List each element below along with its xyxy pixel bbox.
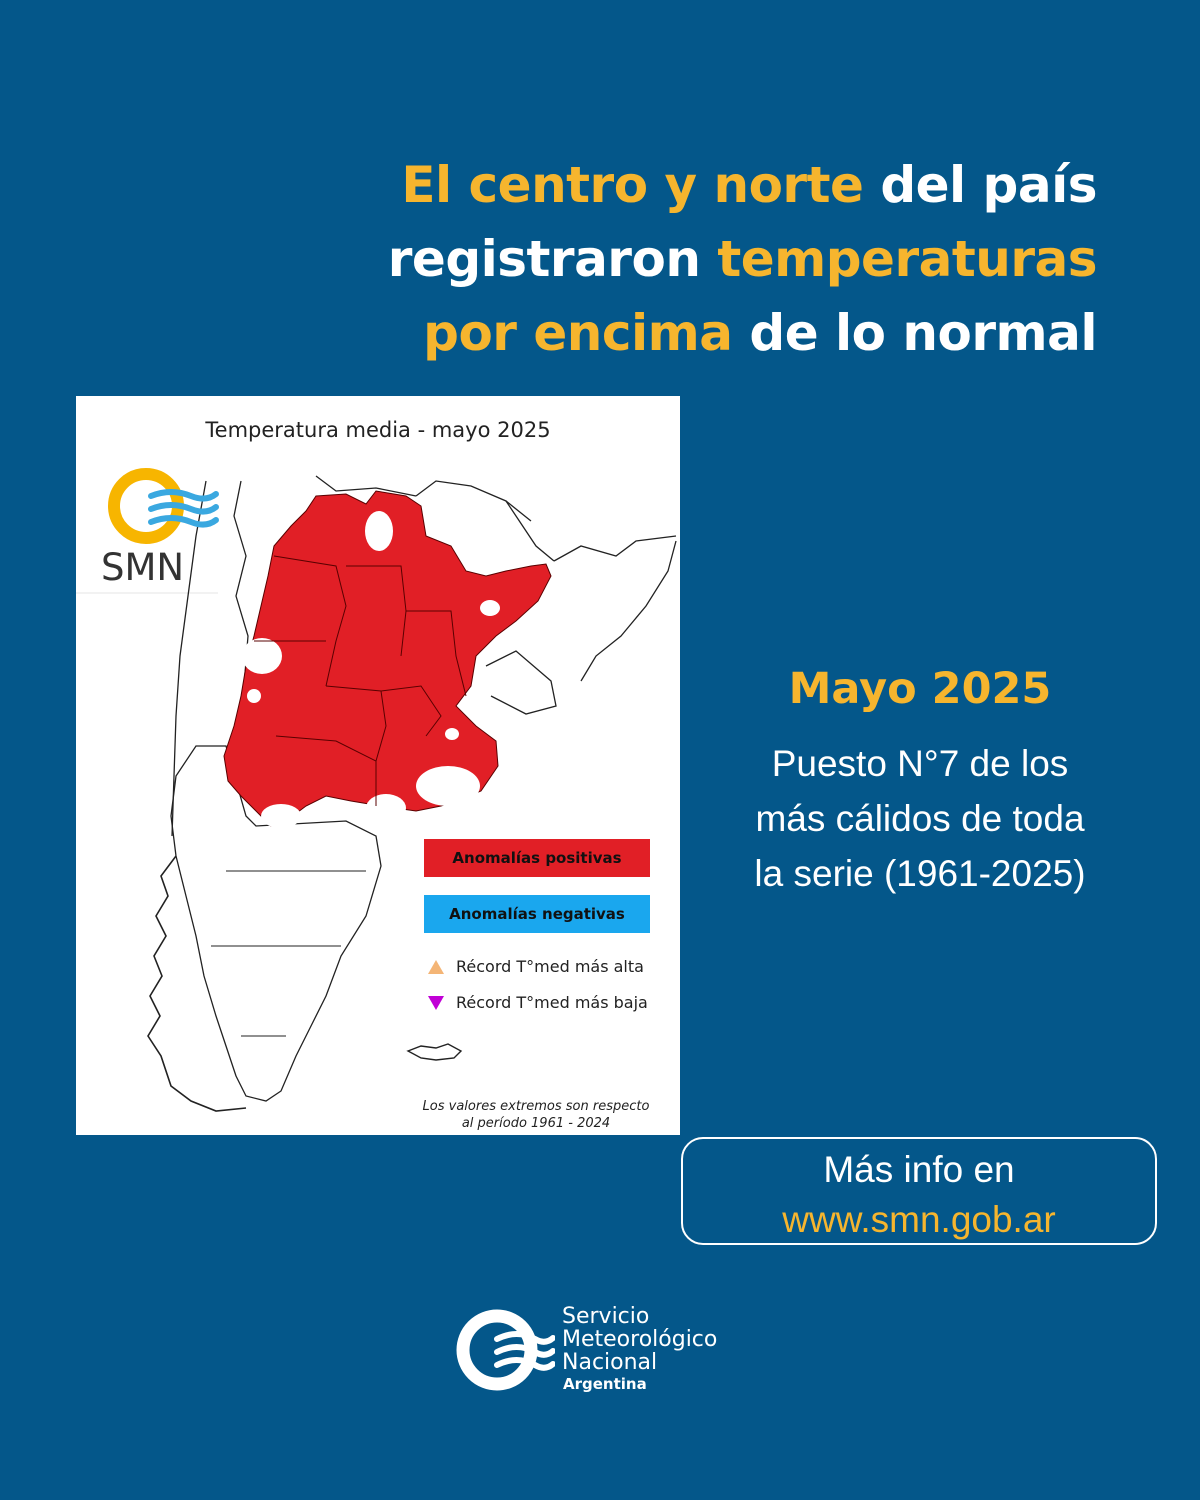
headline-highlight-3: por encima: [423, 304, 733, 362]
brazil-border-line: [553, 535, 677, 562]
headline-line-1: El centro y norte del país: [197, 148, 1097, 222]
legend-record-low: Récord T°med más baja: [428, 993, 648, 1012]
northern-province-lines: [254, 555, 467, 806]
more-info-label: Más info en: [823, 1149, 1015, 1190]
map-title: Temperatura media - mayo 2025: [205, 418, 551, 442]
chile-north-coast: [171, 480, 207, 837]
footnote-line-2: al período 1961 - 2024: [461, 1116, 611, 1131]
side-title: Mayo 2025: [788, 664, 1052, 714]
smn-logo-icon: [108, 468, 219, 544]
side-line-2: más cálidos de toda: [755, 798, 1085, 839]
neutral-area-neuquen: [261, 804, 301, 828]
headline-line-2: registraron temperaturas: [197, 222, 1098, 296]
neutral-area-bsas-south: [416, 766, 480, 806]
neutral-area-mendoza: [247, 689, 261, 703]
neutral-area-bsas-north: [445, 728, 459, 740]
positive-anomaly-region: [223, 490, 552, 827]
legend-record-high: Récord T°med más alta: [428, 957, 644, 976]
brand-line-2: Meteorológico: [562, 1327, 718, 1352]
headline-text-2: registraron: [387, 230, 718, 288]
brand-line-4: Argentina: [563, 1375, 647, 1393]
legend-positive-anomalies: Anomalías positivas: [424, 839, 650, 877]
side-line-1: Puesto N°7 de los: [771, 743, 1069, 784]
bolivia-border-line: [315, 475, 417, 497]
province-line-b: [346, 565, 407, 657]
brand-line-3: Nacional: [562, 1350, 658, 1375]
southern-province-lines: [211, 870, 366, 1037]
headline-text-1: del país: [863, 156, 1097, 214]
uruguay-border: [485, 650, 557, 715]
argentina-map: [76, 475, 677, 1112]
falkland-islands: [406, 1043, 463, 1061]
legend-negative-anomalies: Anomalías negativas: [424, 895, 650, 933]
province-line-a: [273, 555, 347, 687]
smn-brand-icon: [456, 1309, 555, 1391]
neutral-areas: [242, 511, 500, 828]
brazil-coast: [580, 540, 677, 682]
legend-record-low-label: Récord T°med más baja: [456, 993, 648, 1012]
province-line-d: [325, 685, 387, 762]
triangle-up-icon: [428, 959, 444, 974]
chile-coast: [147, 855, 247, 1112]
paraguay-border-line: [415, 480, 532, 522]
headline-highlight-1: El centro y norte: [401, 156, 864, 214]
side-line-3: la serie (1961-2025): [754, 853, 1086, 894]
patagonia-outline: [170, 745, 382, 1102]
headline-text-3: de lo normal: [732, 304, 1097, 362]
website-link[interactable]: www.smn.gob.ar: [782, 1199, 1056, 1240]
legend-record-high-label: Récord T°med más alta: [456, 957, 644, 976]
neutral-area-north: [365, 511, 393, 551]
anomaly-map-card: Temperatura media - mayo 2025 SMN Anomal…: [76, 396, 680, 1135]
province-line-f: [275, 735, 377, 806]
province-line-e: [380, 685, 442, 737]
triangle-down-icon: [428, 995, 444, 1010]
smn-brand-footer: Servicio Meteorológico Nacional Argentin…: [455, 1300, 775, 1400]
neutral-area-misiones: [480, 600, 500, 616]
headline-highlight-2: temperaturas: [717, 230, 1097, 288]
more-info-box[interactable]: Más info en www.smn.gob.ar: [681, 1137, 1157, 1245]
neutral-area-coast: [366, 794, 406, 822]
brand-line-1: Servicio: [562, 1304, 650, 1329]
headline-line-3: por encima de lo normal: [197, 296, 1097, 370]
neutral-area-cuyo: [242, 638, 282, 674]
footnote-line-1: Los valores extremos son respecto: [422, 1099, 650, 1114]
smn-logo-text: SMN: [101, 546, 185, 589]
headline: El centro y norte del país registraron t…: [197, 148, 1098, 370]
province-line-c: [406, 610, 467, 697]
side-description: Puesto N°7 de los más cálidos de toda la…: [700, 736, 1140, 901]
paraguay-east-border: [505, 500, 555, 562]
map-footnote: Los valores extremos son respecto al per…: [396, 1098, 676, 1132]
